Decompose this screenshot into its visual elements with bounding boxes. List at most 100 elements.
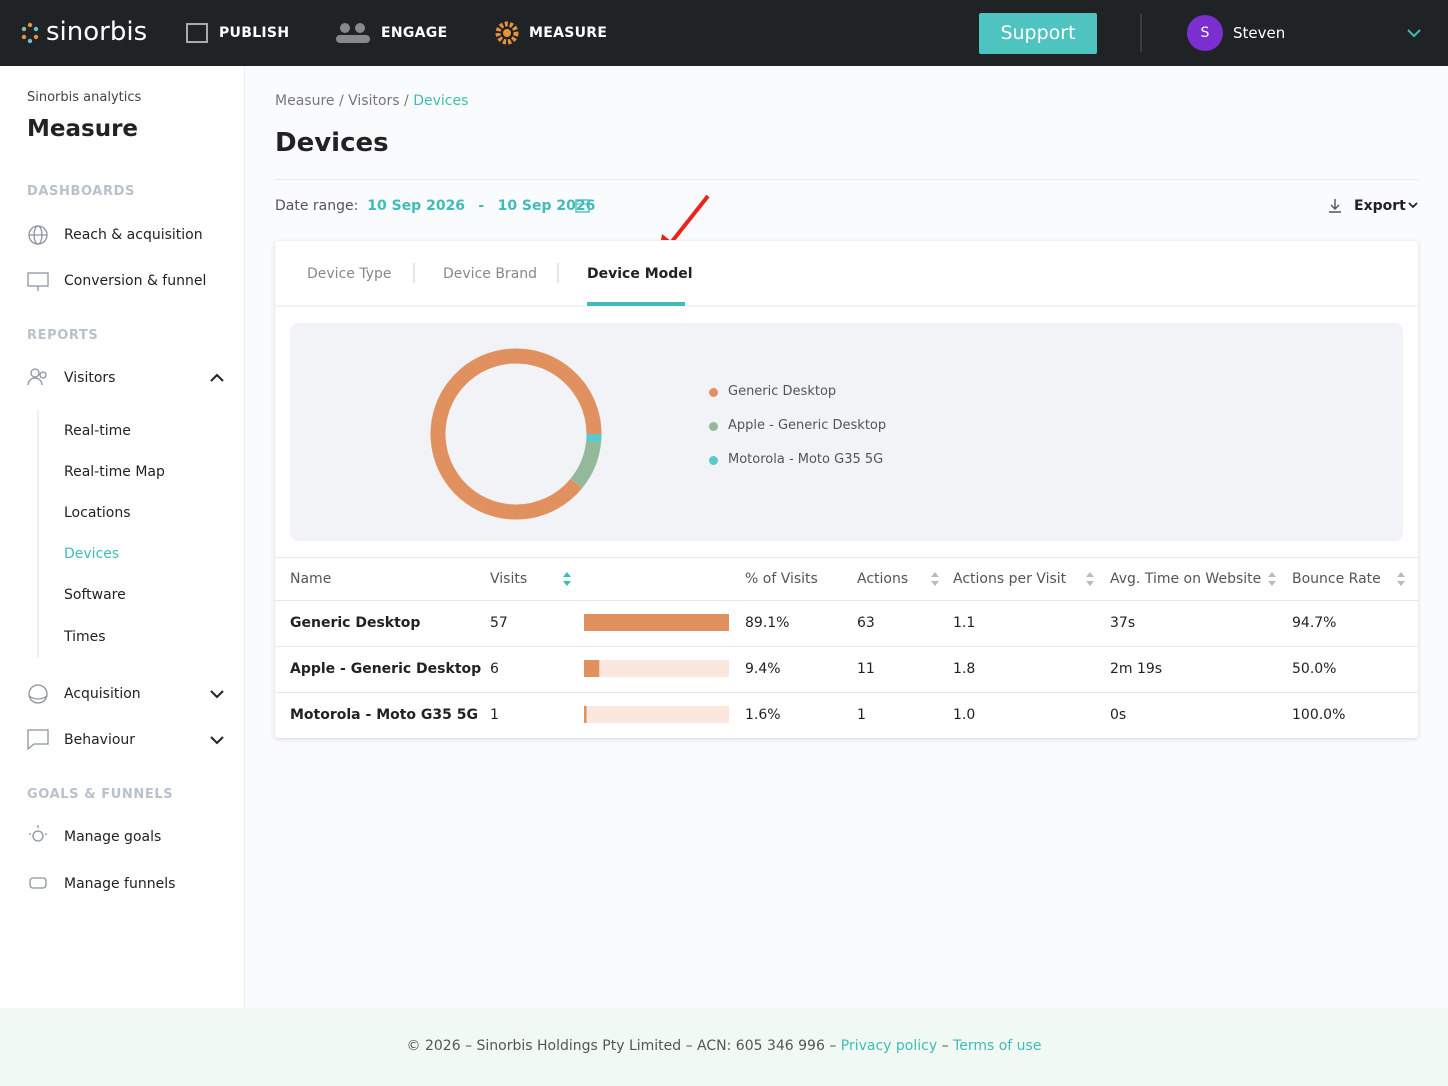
- cell: 1: [857, 707, 866, 723]
- cell: 50.0%: [1292, 661, 1337, 677]
- card: Device Type Device Brand Device Model Ge…: [275, 241, 1418, 738]
- bar-cell: [584, 660, 729, 677]
- nav-icons: [186, 14, 1421, 52]
- bar: [584, 706, 587, 723]
- bar-track: [584, 660, 729, 677]
- column-header: Avg. Time on Website: [1110, 571, 1262, 587]
- section-heading: REPORTS: [27, 328, 99, 343]
- column-header: Actions per Visit: [953, 571, 1067, 587]
- legend-swatch: [709, 388, 718, 397]
- legend-label: Apple - Generic Desktop: [728, 418, 887, 433]
- sort-icon: [1086, 572, 1094, 586]
- nav-engage[interactable]: ENGAGE: [381, 25, 448, 41]
- nav-link[interactable]: Conversion & funnel: [64, 273, 207, 289]
- cell: 57: [490, 615, 508, 631]
- tab-active[interactable]: Device Model: [587, 266, 693, 282]
- row-border: [275, 557, 1418, 558]
- legend-label: Motorola - Moto G35 5G: [728, 452, 884, 467]
- copyright: © 2026 – Sinorbis Holdings Pty Limited –…: [406, 1038, 837, 1054]
- breadcrumb-link[interactable]: Visitors: [348, 93, 400, 109]
- nav-link[interactable]: Real-time: [64, 423, 131, 439]
- legend-swatch: [709, 422, 718, 431]
- nav-link[interactable]: Acquisition: [64, 686, 141, 702]
- logo-icon: [21, 22, 39, 44]
- card-graphics: [275, 263, 1418, 541]
- bar: [584, 614, 729, 631]
- sort-arrows: [563, 572, 571, 586]
- export-button[interactable]: Export: [1354, 198, 1406, 214]
- column-header: Bounce Rate: [1292, 571, 1381, 587]
- breadcrumb: Measure / Visitors / Devices: [275, 91, 468, 111]
- column-header: Name: [290, 571, 332, 587]
- cell: 1.8: [953, 661, 976, 677]
- legend-label: Generic Desktop: [728, 384, 837, 399]
- nav-link[interactable]: Times: [64, 629, 106, 645]
- sort-icon: [1268, 572, 1276, 586]
- nav-publish[interactable]: PUBLISH: [219, 25, 290, 41]
- sort-icon: [931, 572, 939, 586]
- support-button[interactable]: Support: [979, 13, 1097, 54]
- sidebar-icons: [27, 225, 224, 889]
- sort-arrows: [931, 572, 939, 586]
- nav-link[interactable]: Software: [64, 587, 126, 603]
- date-label: Date range:: [275, 198, 359, 214]
- donut-segment: [570, 440, 602, 489]
- breadcrumb-separator: /: [338, 93, 344, 109]
- row-name: Motorola - Moto G35 5G: [290, 707, 479, 723]
- nav-link[interactable]: Locations: [64, 505, 131, 521]
- nav-measure[interactable]: MEASURE: [529, 25, 608, 41]
- privacy-link[interactable]: Privacy policy: [840, 1038, 938, 1054]
- cell: 89.1%: [745, 615, 790, 631]
- cell: 37s: [1110, 615, 1136, 631]
- sort-arrows: [1086, 572, 1094, 586]
- date-end[interactable]: 10 Sep 2026: [497, 198, 596, 214]
- nav-link[interactable]: Real-time Map: [64, 464, 165, 480]
- sort-icon: [563, 572, 571, 586]
- nav-link[interactable]: Manage goals: [64, 829, 162, 845]
- cell: 1.0: [953, 707, 976, 723]
- user-name[interactable]: Steven: [1233, 24, 1286, 42]
- logo[interactable]: sinorbis: [46, 17, 148, 47]
- row-name: Generic Desktop: [290, 615, 421, 631]
- legend-swatch: [709, 456, 718, 465]
- footer-text: © 2026 – Sinorbis Holdings Pty Limited –…: [0, 1036, 1448, 1056]
- nav-link[interactable]: Manage funnels: [64, 876, 176, 892]
- nav-link-active[interactable]: Devices: [64, 546, 120, 562]
- section-heading: GOALS & FUNNELS: [27, 787, 174, 802]
- cell: 63: [857, 615, 875, 631]
- avatar[interactable]: S: [1200, 25, 1210, 41]
- section-heading: DASHBOARDS: [27, 184, 135, 199]
- sidebar: Sinorbis analytics Measure DASHBOARDS Re…: [0, 66, 245, 1008]
- row-border: [275, 692, 1418, 693]
- divider: [275, 179, 1418, 180]
- footer: © 2026 – Sinorbis Holdings Pty Limited –…: [0, 1008, 1448, 1086]
- tab[interactable]: Device Brand: [443, 266, 538, 282]
- breadcrumb-current: Devices: [413, 93, 469, 109]
- row-border: [275, 646, 1418, 647]
- tab[interactable]: Device Type: [307, 266, 392, 282]
- column-header: Actions: [857, 571, 909, 587]
- terms-link[interactable]: Terms of use: [953, 1038, 1042, 1054]
- bar: [584, 660, 600, 677]
- bar-cell: [584, 706, 729, 723]
- cell: 9.4%: [745, 661, 781, 677]
- sidebar-subtitle: Sinorbis analytics: [27, 90, 142, 105]
- sort-arrows: [1268, 572, 1276, 586]
- row-border: [275, 600, 1418, 601]
- top-nav: sinorbis PUBLISH ENGAGE MEASURE Support …: [0, 0, 1448, 66]
- cell: 1: [490, 707, 499, 723]
- footer-dash: –: [941, 1038, 949, 1054]
- nav-link[interactable]: Reach & acquisition: [64, 227, 203, 243]
- sort-icon: [1397, 572, 1405, 586]
- bar-track: [584, 706, 729, 723]
- date-separator: -: [478, 198, 485, 214]
- column-header: % of Visits: [745, 571, 818, 587]
- nav-link[interactable]: Behaviour: [64, 732, 136, 748]
- cell: 1.6%: [745, 707, 781, 723]
- sidebar-title: Measure: [27, 116, 139, 142]
- nav-link[interactable]: Visitors: [64, 370, 116, 386]
- page-title: Devices: [275, 128, 389, 158]
- breadcrumb-link[interactable]: Measure: [275, 93, 335, 109]
- date-start[interactable]: 10 Sep 2026: [367, 198, 466, 214]
